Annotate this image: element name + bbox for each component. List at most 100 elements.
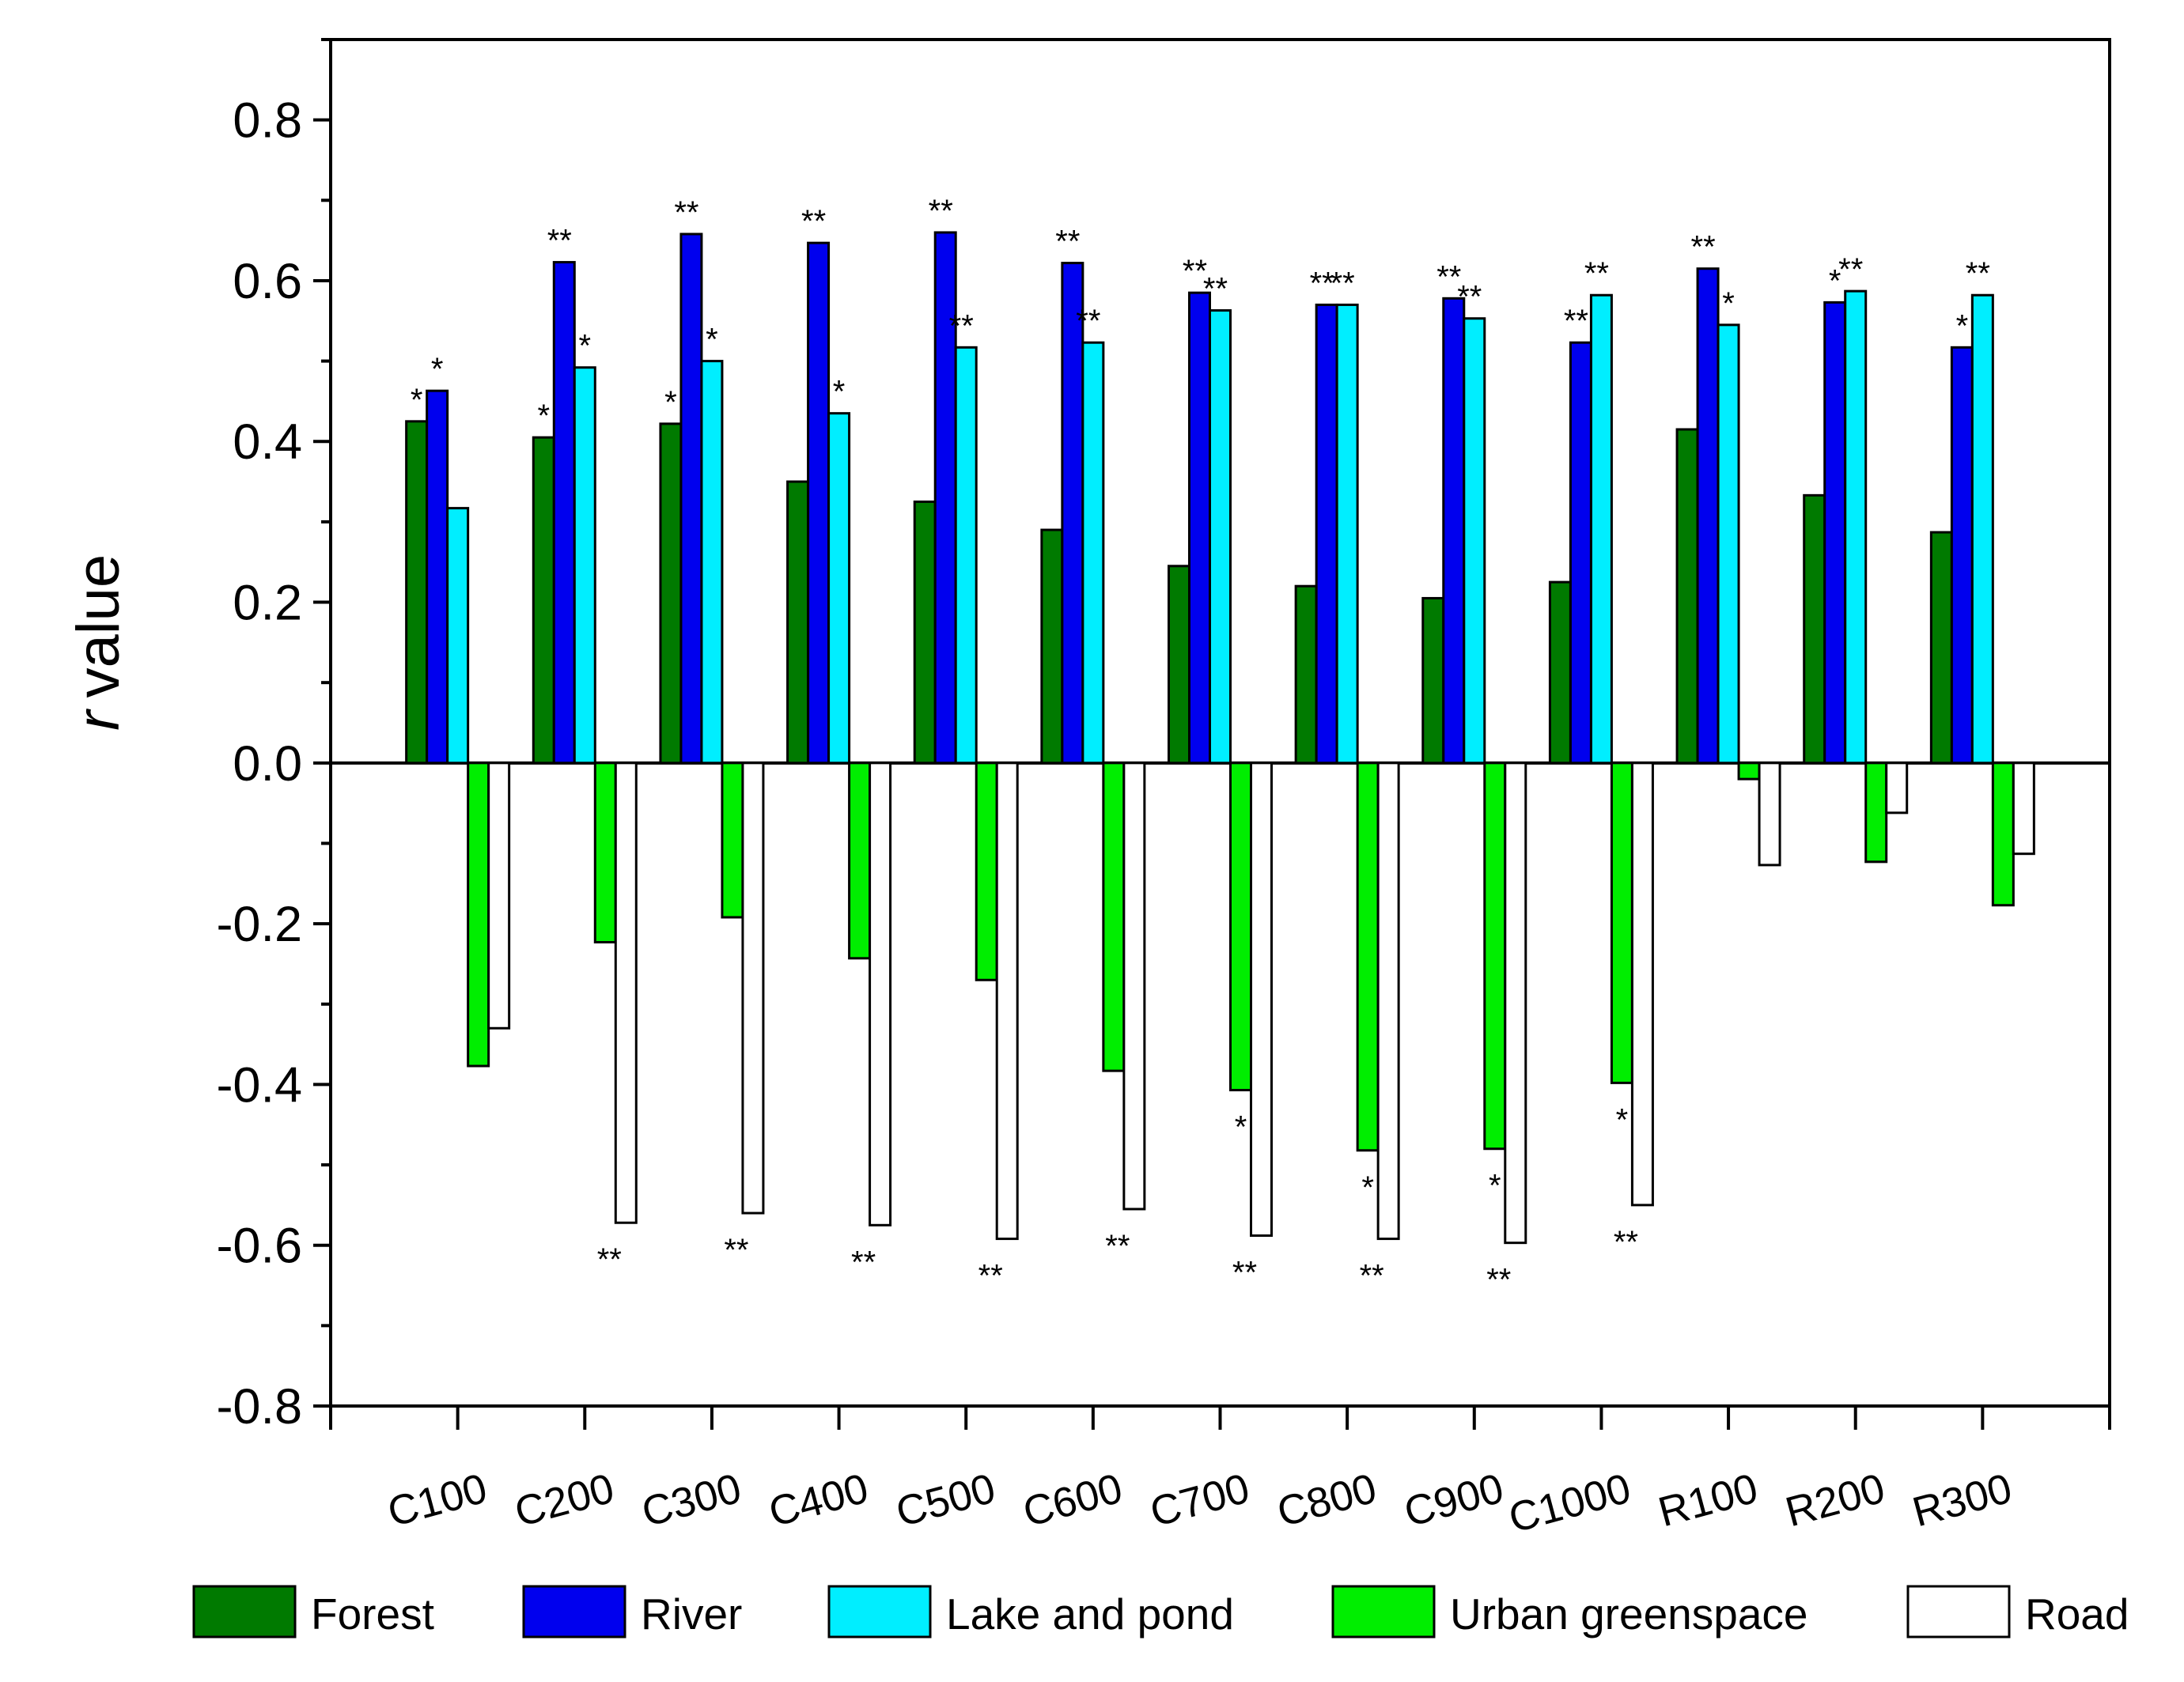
significance-mark: ** (1966, 256, 1990, 291)
bar-urban-greenspace (1737, 762, 1761, 781)
x-category-label: C1000 (1504, 1465, 1635, 1542)
bar-river (807, 241, 831, 765)
bar-lake-and-pond (954, 346, 978, 765)
bar-road (1885, 762, 1909, 815)
bar-river (1696, 267, 1720, 765)
bar-lake-and-pond (1081, 341, 1105, 765)
bar-river (1315, 303, 1338, 765)
significance-mark: ** (1564, 304, 1588, 338)
bar-road (1630, 762, 1654, 1207)
y-tick-label: 0.4 (233, 414, 302, 470)
significance-mark: * (1361, 1170, 1374, 1205)
bar-forest (1803, 493, 1826, 765)
significance-mark: * (1722, 286, 1735, 321)
y-tick-label: 0.0 (233, 736, 302, 792)
bar-road (487, 762, 511, 1030)
bar-lake-and-pond (573, 366, 596, 765)
bar-lake-and-pond (1717, 323, 1740, 765)
significance-mark: ** (929, 194, 953, 229)
y-tick-label: -0.2 (216, 897, 302, 952)
bar-road (614, 762, 638, 1224)
bar-forest (1929, 531, 1953, 765)
bar-forest (1040, 528, 1064, 765)
significance-mark: ** (1486, 1263, 1511, 1298)
bar-road (1250, 762, 1273, 1238)
x-category-label: R100 (1654, 1465, 1763, 1536)
bar-forest (786, 480, 810, 765)
significance-mark: ** (674, 195, 698, 230)
x-category-label: C300 (637, 1465, 746, 1536)
bar-river (1442, 297, 1466, 765)
bar-urban-greenspace (1991, 762, 2015, 907)
legend-label: Lake and pond (946, 1589, 1234, 1639)
bar-lake-and-pond (1589, 293, 1613, 765)
x-category-label: C200 (510, 1465, 619, 1536)
bar-forest (659, 422, 683, 765)
bar-urban-greenspace (1610, 762, 1633, 1084)
y-axis-label: r value (65, 554, 132, 731)
significance-mark: * (1489, 1169, 1501, 1204)
x-category-label: C700 (1145, 1465, 1255, 1536)
significance-mark: * (1616, 1102, 1629, 1137)
significance-mark: * (431, 352, 444, 387)
significance-mark: ** (801, 204, 826, 239)
y-tick-label: -0.8 (216, 1379, 302, 1434)
significance-mark: ** (949, 308, 974, 343)
bar-road (1376, 762, 1400, 1241)
bar-urban-greenspace (593, 762, 617, 943)
significance-mark: ** (1614, 1225, 1638, 1260)
significance-mark: ** (1838, 252, 1863, 287)
bar-urban-greenspace (1229, 762, 1252, 1092)
bar-lake-and-pond (1463, 317, 1486, 765)
y-tick-label: 0.6 (233, 254, 302, 309)
significance-mark: * (706, 323, 718, 357)
x-category-label: R200 (1781, 1465, 1890, 1536)
significance-mark: ** (1310, 266, 1334, 300)
legend-swatch (827, 1585, 932, 1639)
bar-lake-and-pond (1335, 303, 1359, 765)
bar-forest (405, 420, 429, 765)
bar-lake-and-pond (1209, 309, 1232, 765)
legend-swatch (192, 1585, 297, 1639)
bar-river (1823, 300, 1847, 765)
significance-mark: ** (1360, 1259, 1384, 1294)
bar-lake-and-pond (446, 507, 470, 765)
bar-river (1569, 341, 1592, 765)
significance-mark: * (537, 399, 550, 433)
legend-label: River (641, 1589, 742, 1639)
bar-forest (1168, 565, 1190, 765)
legend-swatch (1906, 1585, 2011, 1639)
bar-urban-greenspace (1356, 762, 1380, 1152)
significance-mark: ** (1436, 259, 1461, 294)
bar-river (552, 261, 576, 765)
bar-urban-greenspace (848, 762, 872, 960)
x-category-label: C400 (764, 1465, 873, 1536)
bar-road (869, 762, 892, 1227)
significance-mark: ** (1055, 225, 1080, 259)
x-category-label: C100 (383, 1465, 492, 1536)
significance-mark: ** (1691, 230, 1716, 265)
significance-mark: ** (1183, 254, 1207, 289)
bar-lake-and-pond (1970, 293, 1994, 765)
bar-forest (913, 500, 937, 765)
bar-river (426, 389, 449, 765)
significance-mark: * (1829, 263, 1841, 298)
y-tick-label: 0.8 (233, 93, 302, 149)
x-category-label: C900 (1399, 1465, 1508, 1536)
bar-lake-and-pond (827, 412, 851, 765)
bar-road (2012, 762, 2035, 856)
bar-forest (532, 436, 555, 765)
significance-mark: ** (1076, 304, 1100, 338)
significance-mark: ** (1584, 256, 1609, 291)
bar-urban-greenspace (975, 762, 998, 981)
significance-mark: ** (547, 224, 572, 259)
bar-forest (1548, 580, 1572, 765)
bar-road (995, 762, 1019, 1241)
bar-forest (1294, 584, 1318, 765)
significance-mark: ** (851, 1245, 876, 1279)
x-category-label: R300 (1908, 1465, 2017, 1536)
y-tick-label: -0.4 (216, 1057, 302, 1113)
significance-mark: * (1956, 308, 1969, 343)
